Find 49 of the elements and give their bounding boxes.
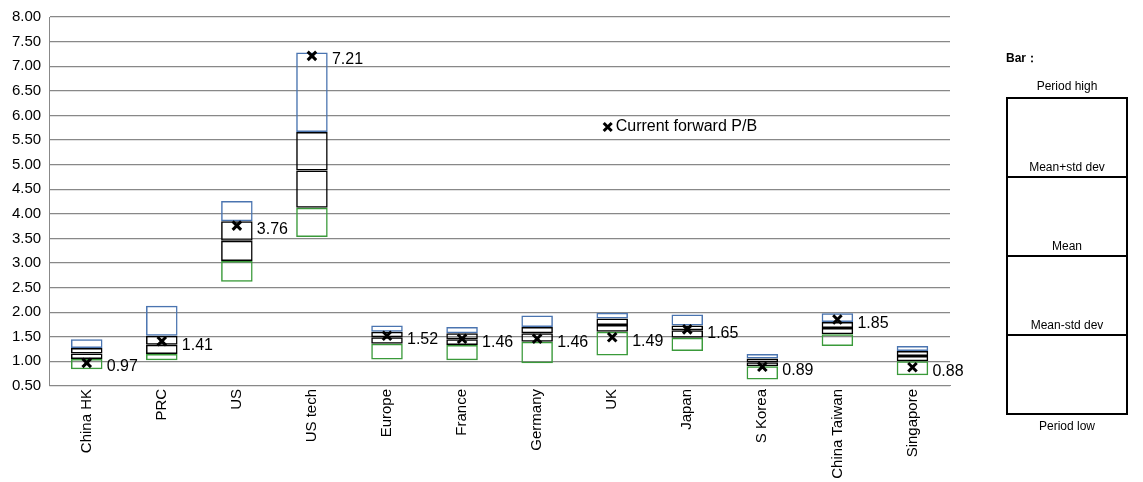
x-tick-label: PRC [151, 388, 169, 421]
y-tick-label: 3.00 [11, 253, 42, 271]
x-tick-label: China Taiwan [827, 388, 845, 479]
y-tick-label: 5.00 [11, 154, 42, 172]
data-label: 1.65 [707, 323, 739, 341]
data-label: 3.76 [256, 219, 289, 237]
data-label: 0.97 [106, 357, 138, 375]
data-label: 0.89 [782, 361, 814, 379]
y-tick-label: 0.50 [11, 376, 42, 394]
x-tick-label: Germany [527, 388, 545, 451]
data-label: 1.49 [632, 331, 664, 349]
data-label: 1.46 [482, 333, 514, 351]
legend-label: Current forward P/B [615, 117, 758, 135]
x-tick-label: China HK [76, 388, 94, 454]
y-tick-label: 2.00 [11, 302, 42, 320]
data-label: 1.41 [181, 335, 214, 353]
y-tick-label: 6.00 [11, 105, 42, 123]
data-label: 0.88 [932, 361, 964, 379]
y-tick-label: 7.50 [11, 31, 42, 49]
x-tick-label: US tech [302, 388, 320, 443]
y-tick-label: 1.50 [11, 326, 42, 344]
point [456, 332, 468, 345]
point [306, 50, 318, 62]
point [531, 332, 543, 345]
y-tick-label: 4.00 [11, 203, 42, 221]
x-tick-label: France [452, 388, 470, 436]
y-tick-label: 1.00 [11, 351, 42, 369]
y-tick-label: 2.50 [11, 277, 42, 295]
point [606, 331, 618, 343]
x-tick-label: Japan [677, 388, 695, 430]
data-label: 7.21 [331, 50, 364, 68]
x-tick-label: S Korea [752, 388, 770, 444]
x-tick-label: US [227, 388, 244, 410]
point [381, 330, 393, 342]
x-tick-label: Singapore [902, 388, 920, 458]
x-tick-label: UK [602, 388, 620, 410]
y-tick-label: 4.50 [11, 179, 42, 197]
point [681, 323, 694, 336]
data-label: 1.46 [557, 333, 589, 351]
y-tick-label: 3.50 [11, 228, 42, 246]
y-tick-label: 5.50 [11, 130, 42, 148]
y-tick-label: 8.00 [11, 7, 42, 25]
y-tick-label: 7.00 [11, 56, 42, 74]
data-label: 1.85 [857, 313, 889, 331]
point [831, 313, 844, 326]
point [80, 357, 93, 369]
data-label: 1.52 [407, 330, 439, 348]
x-tick-label: Europe [377, 388, 395, 438]
y-tick-label: 6.50 [11, 80, 42, 98]
